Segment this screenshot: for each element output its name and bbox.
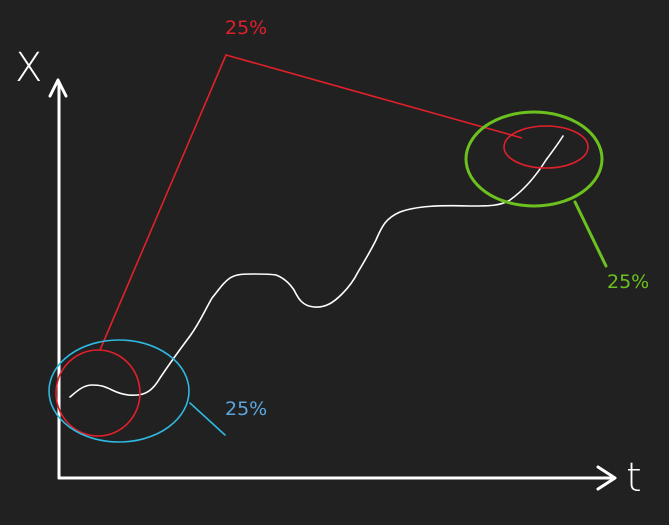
red-percent-label: 25% [225,17,268,39]
red-connector-line [99,54,523,351]
blue-percent-label: 25% [225,398,268,420]
green-percent-label: 25% [607,271,650,293]
red-start-circle [55,349,141,437]
red-end-circle [503,125,589,169]
green-pointer-line [573,200,608,268]
green-circle [464,110,604,208]
blue-circle [48,339,190,443]
x-axis-arrowhead [596,465,617,491]
x-axis-label: t [626,455,642,501]
y-axis-label: X [15,45,43,91]
y-axis-arrowhead [48,78,68,98]
blue-pointer-line [189,402,226,436]
trajectory-curve [69,135,564,398]
